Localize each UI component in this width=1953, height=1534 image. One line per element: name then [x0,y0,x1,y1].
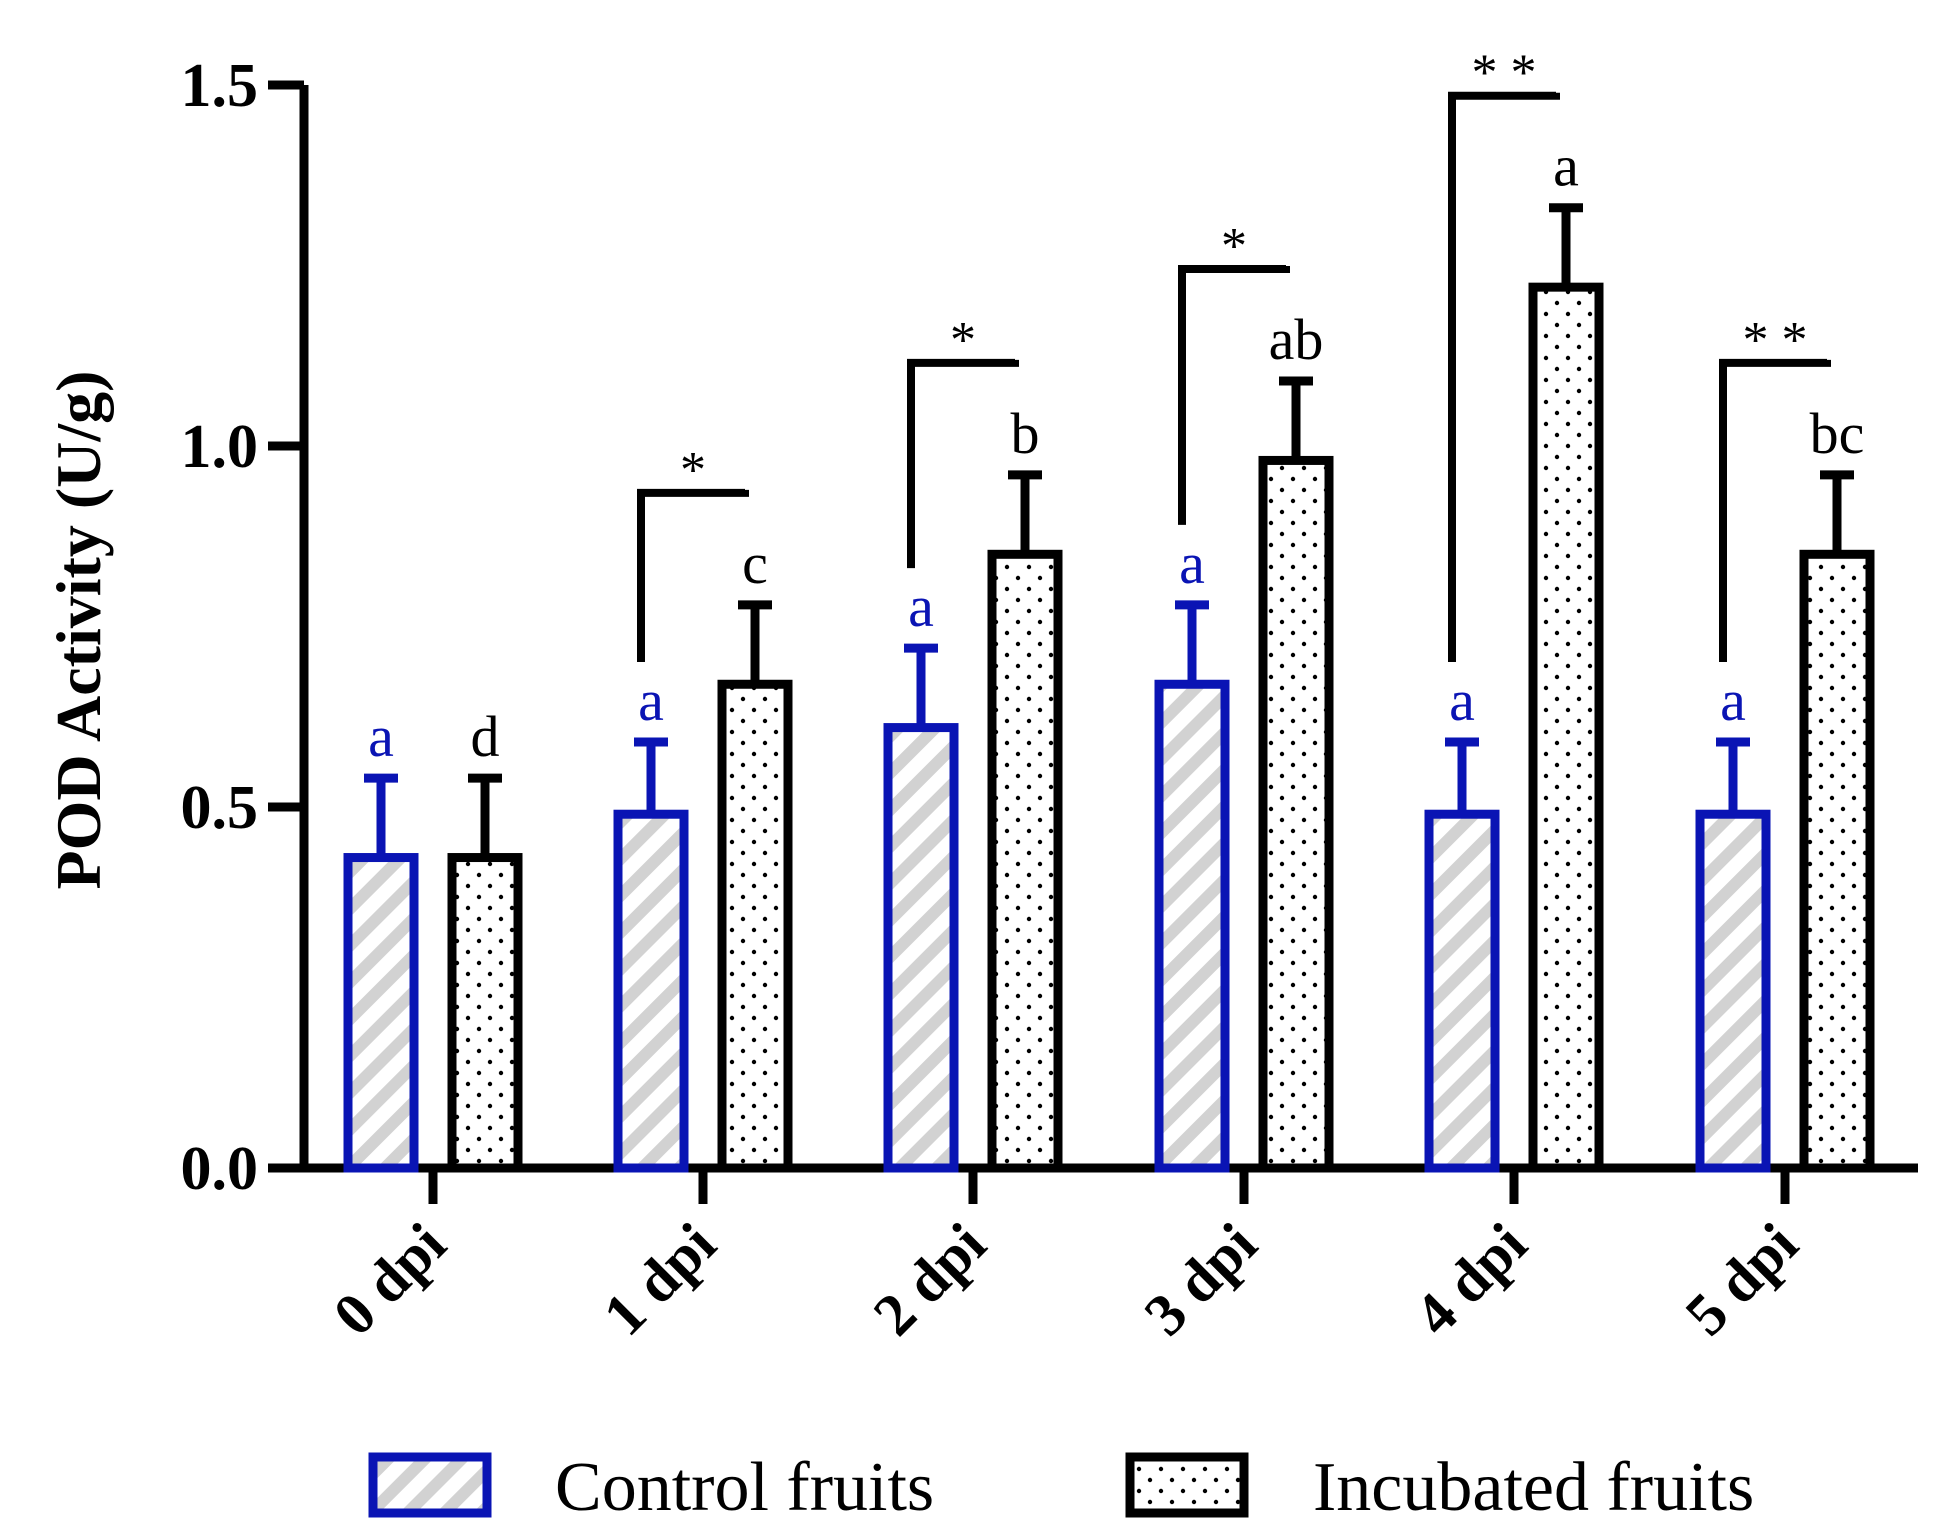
significance-letter: a [908,574,934,639]
significance-letter: ab [1269,307,1324,372]
significance-stars: * [1221,218,1247,275]
legend-swatch-control [368,1452,492,1518]
bar-control [1154,679,1230,1173]
x-tick-label: 3 dpi [1132,1211,1269,1348]
bar-control [1695,809,1771,1173]
significance-letter: c [742,531,768,596]
x-tick-label: 4 dpi [1402,1211,1539,1348]
significance-bracket [637,488,749,663]
significance-stars: * * [1472,45,1537,102]
significance-letter: a [368,704,394,769]
significance-stars: * [680,442,706,499]
legend-swatch-incubated [1125,1452,1249,1518]
x-tick-label: 5 dpi [1673,1211,1810,1348]
y-tick-label: 1.0 [181,413,259,481]
significance-letter: bc [1810,401,1865,466]
legend-label-control: Control fruits [555,1449,934,1526]
x-tick-label: 0 dpi [321,1211,458,1348]
significance-letter: a [1553,134,1579,199]
significance-letter: a [638,668,664,733]
y-tick-label: 0.5 [181,774,259,842]
bar-incubated [987,549,1063,1173]
bar-control [613,809,689,1173]
significance-letter: a [1179,531,1205,596]
bar-incubated [717,679,793,1173]
y-axis-label: POD Activity (U/g) [43,371,114,890]
significance-letter: a [1720,668,1746,733]
significance-bracket [1448,91,1560,663]
significance-letter: a [1449,668,1475,733]
x-tick-label: 1 dpi [591,1211,728,1348]
bar-control [883,723,959,1173]
significance-bracket [1719,358,1831,663]
significance-letter: d [471,704,500,769]
y-tick-label: 1.5 [181,52,259,120]
x-tick-label: 2 dpi [861,1211,998,1348]
bar-incubated [447,853,523,1173]
y-tick-label: 0.0 [181,1135,259,1203]
significance-stars: * [950,312,976,369]
legend: Control fruits Incubated fruits [368,1449,1754,1526]
bar-control [343,853,419,1173]
significance-letter: b [1011,401,1040,466]
bar-incubated [1528,282,1604,1173]
significance-bracket [907,358,1019,569]
legend-label-incubated: Incubated fruits [1313,1449,1754,1526]
bar-incubated [1799,549,1875,1173]
bar-control [1424,809,1500,1173]
bar-incubated [1258,455,1334,1173]
significance-bracket [1178,265,1290,525]
significance-stars: * * [1743,312,1808,369]
